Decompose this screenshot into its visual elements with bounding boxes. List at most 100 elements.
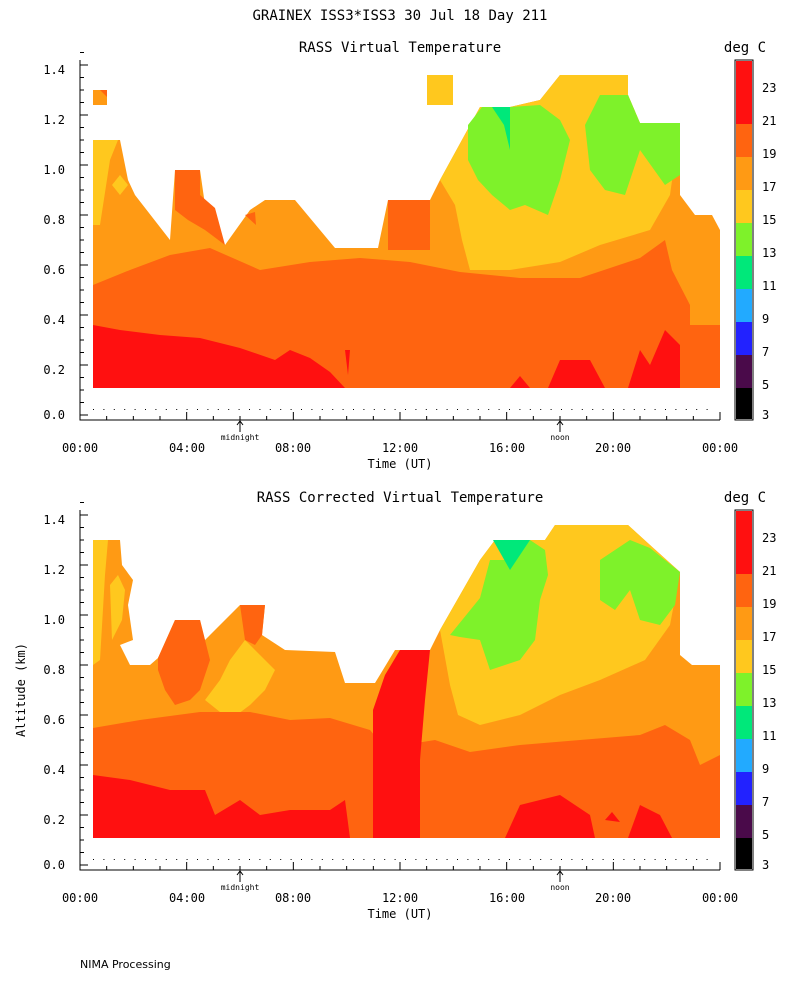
panel-2-x-tick-label: 16:00 xyxy=(489,891,525,905)
panel-2-region-11 xyxy=(493,540,530,570)
panel-2-colorbar-labels: 23 21 19 17 15 13 11 9 7 5 3 xyxy=(762,531,776,872)
panel-1-noon-arrow xyxy=(556,420,564,432)
panel-2-region-21-column xyxy=(373,650,430,838)
panel-1-colorbar-label: 19 xyxy=(762,147,776,161)
panel-1-y-tick-label: 1.2 xyxy=(43,113,65,127)
panel-2-y-tick-label: 0.0 xyxy=(43,858,65,872)
panel-1-region-21-a xyxy=(345,350,350,375)
panel-2-y-minor-ticks xyxy=(80,502,88,866)
panel-1-baseline-dot xyxy=(207,409,209,410)
panel-1-x-tick-label: 16:00 xyxy=(489,441,525,455)
panel-1-region-13-right xyxy=(585,95,680,195)
panel-2-colorbar-label: 13 xyxy=(762,696,776,710)
panel-2-baseline-dot xyxy=(113,859,115,860)
panel-1-baseline-dot xyxy=(238,409,240,410)
panel-1-region-21-d xyxy=(628,330,680,388)
panel-2-baseline-dot xyxy=(321,859,323,860)
panel-2-colorbar-label: 15 xyxy=(762,663,776,677)
panel-1-region-block-a xyxy=(93,90,107,105)
panel-1-baseline-dot xyxy=(134,409,136,410)
panel-1-colorbar-labels: 23 21 19 17 15 13 11 9 7 5 3 xyxy=(762,81,776,422)
panel-1-y-tick-label: 0.0 xyxy=(43,408,65,422)
panel-1-baseline-dot xyxy=(633,409,635,410)
panel-2-baseline-dot xyxy=(176,859,178,860)
panel-2-baseline-dot xyxy=(373,859,375,860)
panel-1-baseline-dot xyxy=(675,409,677,410)
panel-2-baseline-dot xyxy=(675,859,677,860)
panel-2-baseline-dot xyxy=(217,859,219,860)
panel-2-baseline-dot xyxy=(477,859,479,860)
panel-1-baseline-dot xyxy=(259,409,261,410)
panel-1-baseline-dot xyxy=(301,409,302,410)
panel-1-baseline-dot xyxy=(176,409,178,410)
panel-1-baseline-dot xyxy=(509,409,510,410)
panel-2-baseline-dot xyxy=(446,859,448,860)
panel-2-region-19-block-b xyxy=(240,605,265,645)
panel-1-baseline-dot xyxy=(415,409,417,410)
panel-2-x-tick-label: 04:00 xyxy=(169,891,205,905)
panel-2-colorbar-label: 19 xyxy=(762,597,776,611)
panel-1-baseline-dot xyxy=(581,409,583,410)
panel-2-region-13 xyxy=(450,540,548,670)
panel-1-region-21-b xyxy=(510,376,530,388)
panel-1-region-block-b xyxy=(427,75,453,105)
panel-2-baseline-dot xyxy=(197,859,198,860)
panel-2-baseline-dot xyxy=(581,859,583,860)
panel-2-midnight-arrow xyxy=(236,870,244,882)
panel-2-baseline-dot xyxy=(228,859,230,860)
panel-2-baseline-dot xyxy=(633,859,635,860)
panel-2-baseline-dot xyxy=(342,859,344,860)
panel-1-baseline-dot xyxy=(602,409,604,410)
panel-1-baseline-dot xyxy=(373,409,375,410)
panel-1-region-11 xyxy=(492,107,510,150)
panel-1-x-tick-label: 00:00 xyxy=(702,441,738,455)
panel-2-colorbar-label: 3 xyxy=(762,858,769,872)
panel-1-baseline-dot xyxy=(321,409,323,410)
panel-2-baseline-dot xyxy=(145,859,146,860)
panel-1-baseline-dot xyxy=(311,409,313,410)
panel-2-baseline-dot xyxy=(529,859,531,860)
panel-1-baseline-dot xyxy=(446,409,448,410)
panel-2-baseline-dot xyxy=(134,859,136,860)
panel-2-noon-arrow xyxy=(556,870,564,882)
panel-2-x-tick-label: 08:00 xyxy=(275,891,311,905)
panel-1-baseline-dot xyxy=(623,409,625,410)
panel-1-baseline-dot xyxy=(665,409,666,410)
panel-2-baseline-dot xyxy=(103,859,105,860)
panel-1-x-tick-label: 04:00 xyxy=(169,441,205,455)
panel-1-baseline-dot xyxy=(706,409,708,410)
panel-2-title: RASS Corrected Virtual Temperature xyxy=(257,490,544,506)
panel-1-baseline-dot xyxy=(197,409,198,410)
panel-1-baseline-dot xyxy=(519,409,521,410)
panel-2-baseline-dot xyxy=(311,859,313,860)
panel-2-baseline-dot xyxy=(415,859,417,860)
panel-2-baseline-dot xyxy=(332,859,334,860)
panel-1-baseline-dot xyxy=(290,409,292,410)
panel-2-colorbar-frame xyxy=(734,509,754,871)
panel-2-baseline-dot xyxy=(165,859,167,860)
panel-1-baseline-dot xyxy=(332,409,334,410)
panel-1-region-block-a-edge xyxy=(100,90,107,97)
panel-1-colorbar-frame xyxy=(734,59,754,421)
panel-2: RASS Corrected Virtual Temperature deg C xyxy=(14,490,776,921)
panel-2-baseline-dot xyxy=(467,859,469,860)
panel-2-x-tick-labels: 00:00 04:00 08:00 12:00 16:00 20:00 00:0… xyxy=(62,891,738,905)
panel-2-baseline-dot xyxy=(696,859,698,860)
panel-1-baseline-dot xyxy=(498,409,500,410)
panel-2-y-tick-labels: 0.0 0.2 0.4 0.6 0.8 1.0 1.2 1.4 xyxy=(43,513,65,872)
panel-1-baseline-dot xyxy=(457,409,458,410)
panel-1-colorbar-label: 15 xyxy=(762,213,776,227)
panel-1-baseline-dot xyxy=(124,409,126,410)
panel-2-region-21 xyxy=(93,775,350,838)
panel-1-midnight-label: midnight xyxy=(221,433,260,442)
panel-2-markers: midnight noon xyxy=(221,870,570,892)
panel-1-region-21-c xyxy=(548,360,605,388)
panel-2-baseline-dot xyxy=(301,859,302,860)
panel-2-colorbar xyxy=(736,511,752,869)
panel-2-y-axis-label: Altitude (km) xyxy=(14,643,28,737)
panel-2-colorbar-label: 7 xyxy=(762,795,769,809)
panel-2-region-21-d xyxy=(628,805,672,838)
panel-1-temperature-field xyxy=(93,75,720,388)
panel-2-dotted-baseline xyxy=(93,859,708,860)
panel-2-colorbar-label: 17 xyxy=(762,630,776,644)
